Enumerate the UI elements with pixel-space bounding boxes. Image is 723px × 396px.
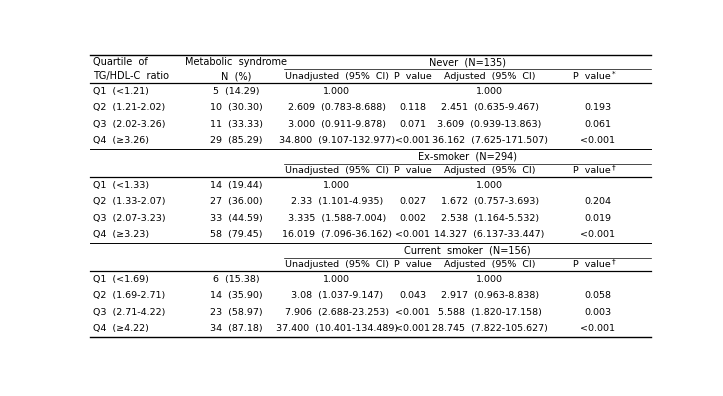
Text: <0.001: <0.001 — [395, 308, 430, 317]
Text: P  value: P value — [573, 72, 611, 81]
Text: 29  (85.29): 29 (85.29) — [210, 136, 262, 145]
Text: 58  (79.45): 58 (79.45) — [210, 230, 262, 239]
Text: 3.000  (0.911-9.878): 3.000 (0.911-9.878) — [288, 120, 386, 129]
Text: Q2  (1.21-2.02): Q2 (1.21-2.02) — [93, 103, 166, 112]
Text: 36.162  (7.625-171.507): 36.162 (7.625-171.507) — [432, 136, 547, 145]
Text: 3.08  (1.037-9.147): 3.08 (1.037-9.147) — [291, 291, 383, 300]
Text: <0.001: <0.001 — [395, 324, 430, 333]
Text: 0.193: 0.193 — [584, 103, 611, 112]
Text: Ex-smoker  (N=294): Ex-smoker (N=294) — [418, 151, 517, 162]
Text: 2.609  (0.783-8.688): 2.609 (0.783-8.688) — [288, 103, 386, 112]
Text: 5.588  (1.820-17.158): 5.588 (1.820-17.158) — [437, 308, 542, 317]
Text: 2.451  (0.635-9.467): 2.451 (0.635-9.467) — [440, 103, 539, 112]
Text: 0.204: 0.204 — [584, 197, 611, 206]
Text: P  value: P value — [573, 166, 611, 175]
Text: Q3  (2.07-3.23): Q3 (2.07-3.23) — [93, 214, 166, 223]
Text: 2.917  (0.963-8.838): 2.917 (0.963-8.838) — [440, 291, 539, 300]
Text: 1.000: 1.000 — [323, 275, 351, 284]
Text: Current  smoker  (N=156): Current smoker (N=156) — [404, 245, 531, 255]
Text: Q1  (<1.69): Q1 (<1.69) — [93, 275, 149, 284]
Text: 1.000: 1.000 — [476, 181, 503, 190]
Text: P  value: P value — [394, 166, 432, 175]
Text: 5  (14.29): 5 (14.29) — [213, 87, 260, 96]
Text: 0.002: 0.002 — [399, 214, 426, 223]
Text: 1.000: 1.000 — [323, 181, 351, 190]
Text: Metabolic  syndrome
N  (%): Metabolic syndrome N (%) — [185, 57, 287, 81]
Text: 34.800  (9.107-132.977): 34.800 (9.107-132.977) — [279, 136, 395, 145]
Text: <0.001: <0.001 — [395, 230, 430, 239]
Text: 0.058: 0.058 — [584, 291, 611, 300]
Text: Unadjusted  (95%  CI): Unadjusted (95% CI) — [285, 72, 389, 81]
Text: 1.000: 1.000 — [323, 87, 351, 96]
Text: 2.538  (1.164-5.532): 2.538 (1.164-5.532) — [440, 214, 539, 223]
Text: Unadjusted  (95%  CI): Unadjusted (95% CI) — [285, 260, 389, 269]
Text: P  value: P value — [573, 260, 611, 269]
Text: Quartile  of
TG/HDL-C  ratio: Quartile of TG/HDL-C ratio — [93, 57, 169, 81]
Text: Adjusted  (95%  CI): Adjusted (95% CI) — [444, 72, 535, 81]
Text: Q2  (1.33-2.07): Q2 (1.33-2.07) — [93, 197, 166, 206]
Text: <0.001: <0.001 — [580, 230, 615, 239]
Text: Q3  (2.02-3.26): Q3 (2.02-3.26) — [93, 120, 166, 129]
Text: 33  (44.59): 33 (44.59) — [210, 214, 262, 223]
Text: 0.118: 0.118 — [399, 103, 426, 112]
Text: Adjusted  (95%  CI): Adjusted (95% CI) — [444, 260, 535, 269]
Text: †: † — [612, 165, 615, 171]
Text: 1.672  (0.757-3.693): 1.672 (0.757-3.693) — [440, 197, 539, 206]
Text: 14  (19.44): 14 (19.44) — [210, 181, 262, 190]
Text: P  value: P value — [394, 72, 432, 81]
Text: <0.001: <0.001 — [580, 324, 615, 333]
Text: 2.33  (1.101-4.935): 2.33 (1.101-4.935) — [291, 197, 383, 206]
Text: Q1  (<1.33): Q1 (<1.33) — [93, 181, 150, 190]
Text: 0.003: 0.003 — [584, 308, 611, 317]
Text: 37.400  (10.401-134.489): 37.400 (10.401-134.489) — [276, 324, 398, 333]
Text: 0.061: 0.061 — [584, 120, 611, 129]
Text: Unadjusted  (95%  CI): Unadjusted (95% CI) — [285, 166, 389, 175]
Text: 0.071: 0.071 — [399, 120, 426, 129]
Text: 34  (87.18): 34 (87.18) — [210, 324, 262, 333]
Text: 1.000: 1.000 — [476, 275, 503, 284]
Text: Q1  (<1.21): Q1 (<1.21) — [93, 87, 149, 96]
Text: 16.019  (7.096-36.162): 16.019 (7.096-36.162) — [282, 230, 392, 239]
Text: Q2  (1.69-2.71): Q2 (1.69-2.71) — [93, 291, 166, 300]
Text: Q4  (≥3.26): Q4 (≥3.26) — [93, 136, 149, 145]
Text: 1.000: 1.000 — [476, 87, 503, 96]
Text: Never  (N=135): Never (N=135) — [429, 57, 505, 67]
Text: P  value: P value — [394, 260, 432, 269]
Text: <0.001: <0.001 — [580, 136, 615, 145]
Text: Q4  (≥4.22): Q4 (≥4.22) — [93, 324, 149, 333]
Text: 6  (15.38): 6 (15.38) — [213, 275, 260, 284]
Text: 10  (30.30): 10 (30.30) — [210, 103, 262, 112]
Text: Q3  (2.71-4.22): Q3 (2.71-4.22) — [93, 308, 166, 317]
Text: 7.906  (2.688-23.253): 7.906 (2.688-23.253) — [285, 308, 389, 317]
Text: <0.001: <0.001 — [395, 136, 430, 145]
Text: 14.327  (6.137-33.447): 14.327 (6.137-33.447) — [435, 230, 545, 239]
Text: 14  (35.90): 14 (35.90) — [210, 291, 262, 300]
Text: †: † — [612, 259, 615, 265]
Text: 0.027: 0.027 — [399, 197, 426, 206]
Text: 11  (33.33): 11 (33.33) — [210, 120, 262, 129]
Text: 23  (58.97): 23 (58.97) — [210, 308, 262, 317]
Text: *: * — [612, 71, 615, 77]
Text: 3.335  (1.588-7.004): 3.335 (1.588-7.004) — [288, 214, 386, 223]
Text: 28.745  (7.822-105.627): 28.745 (7.822-105.627) — [432, 324, 547, 333]
Text: Adjusted  (95%  CI): Adjusted (95% CI) — [444, 166, 535, 175]
Text: 3.609  (0.939-13.863): 3.609 (0.939-13.863) — [437, 120, 542, 129]
Text: 0.043: 0.043 — [399, 291, 426, 300]
Text: 0.019: 0.019 — [584, 214, 611, 223]
Text: Q4  (≥3.23): Q4 (≥3.23) — [93, 230, 150, 239]
Text: 27  (36.00): 27 (36.00) — [210, 197, 262, 206]
